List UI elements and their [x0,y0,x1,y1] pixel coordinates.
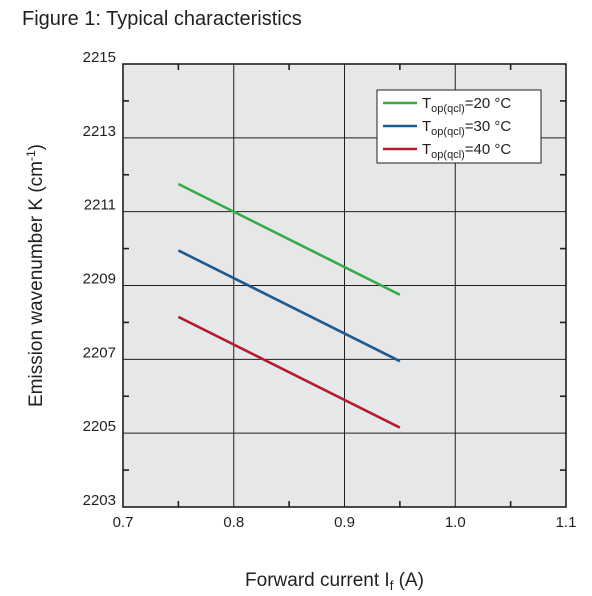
y-tick-label: 2207 [83,344,116,361]
x-axis-label-sub: f [390,578,394,593]
legend-label-main: T [422,118,431,135]
series-group [177,182,401,429]
legend-label-sub: op(qcl) [431,149,465,161]
x-axis-label: Forward current If (A) [245,570,424,593]
legend-label-suffix: =20 °C [465,95,512,112]
legend-label-sub: op(qcl) [431,103,465,115]
series-line [177,315,401,429]
legend-label: Top(qcl)=30 °C [422,118,511,138]
legend-label: Top(qcl)=40 °C [422,141,511,161]
legend-label-main: T [422,95,431,112]
y-tick-label: 2215 [83,49,116,66]
y-tick-labels: 2203 2205 2207 2209 2211 2213 2215 [83,49,116,509]
y-tick-label: 2203 [83,492,116,509]
y-tick-label: 2211 [84,197,116,214]
x-axis-label-main: Forward current I [245,570,390,591]
y-tick-label: 2209 [83,271,116,288]
series-line [177,182,401,296]
series-line [177,249,401,363]
y-axis-label-suffix: ) [26,144,47,150]
x-tick-label: 1.1 [556,514,577,531]
x-tick-label: 0.8 [223,514,244,531]
y-tick-label: 2213 [83,123,116,140]
x-tick-label: 0.9 [334,514,355,531]
minor-ticks [123,64,566,507]
legend-label-sub: op(qcl) [431,126,465,138]
x-tick-label: 0.7 [113,514,134,531]
y-axis-label-main: Emission wavenumber K (cm [26,161,47,407]
x-tick-labels: 0.7 0.8 0.9 1.0 1.1 [113,514,577,531]
legend-label: Top(qcl)=20 °C [422,95,511,115]
legend-label-suffix: =30 °C [465,118,512,135]
legend-label-suffix: =40 °C [465,141,512,158]
figure-title: Figure 1: Typical characteristics [22,8,302,30]
x-tick-label: 1.0 [445,514,466,531]
y-axis-label: Emission wavenumber K (cm-1) [24,144,47,407]
y-axis-label-sup: -1 [24,150,38,161]
plot-frame [122,63,567,508]
legend-label-main: T [422,141,431,158]
y-tick-label: 2205 [83,418,116,435]
x-axis-label-suffix: (A) [393,570,424,591]
